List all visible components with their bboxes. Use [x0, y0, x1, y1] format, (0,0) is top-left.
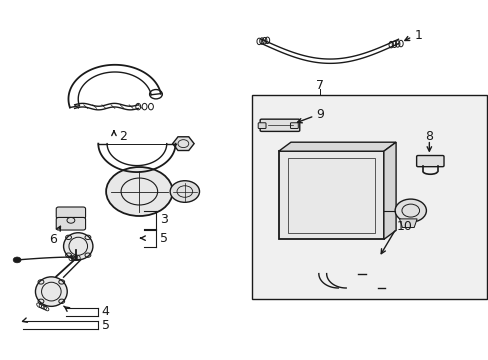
- Text: 8: 8: [425, 130, 432, 143]
- Polygon shape: [399, 219, 416, 228]
- Text: 1: 1: [414, 29, 422, 42]
- Circle shape: [13, 257, 21, 263]
- Bar: [287, 158, 374, 233]
- Polygon shape: [172, 137, 194, 150]
- FancyBboxPatch shape: [260, 119, 299, 131]
- Ellipse shape: [63, 233, 93, 260]
- Text: 7: 7: [316, 79, 324, 92]
- Circle shape: [170, 181, 199, 202]
- FancyBboxPatch shape: [56, 207, 85, 219]
- FancyBboxPatch shape: [56, 217, 85, 230]
- FancyBboxPatch shape: [258, 123, 265, 129]
- Text: 2: 2: [119, 130, 127, 143]
- Ellipse shape: [35, 277, 67, 306]
- Text: 9: 9: [316, 108, 324, 121]
- FancyBboxPatch shape: [416, 156, 443, 167]
- Circle shape: [394, 199, 426, 222]
- Bar: [278, 151, 383, 239]
- Circle shape: [106, 167, 172, 216]
- FancyBboxPatch shape: [290, 123, 298, 129]
- Text: 5: 5: [160, 231, 168, 245]
- Polygon shape: [278, 142, 395, 151]
- Text: 3: 3: [160, 213, 168, 226]
- Text: 4: 4: [102, 305, 109, 318]
- Text: 5: 5: [102, 319, 109, 332]
- Polygon shape: [383, 142, 395, 239]
- Text: 6: 6: [49, 233, 57, 246]
- Text: 10: 10: [396, 220, 412, 233]
- Bar: [251, 95, 486, 299]
